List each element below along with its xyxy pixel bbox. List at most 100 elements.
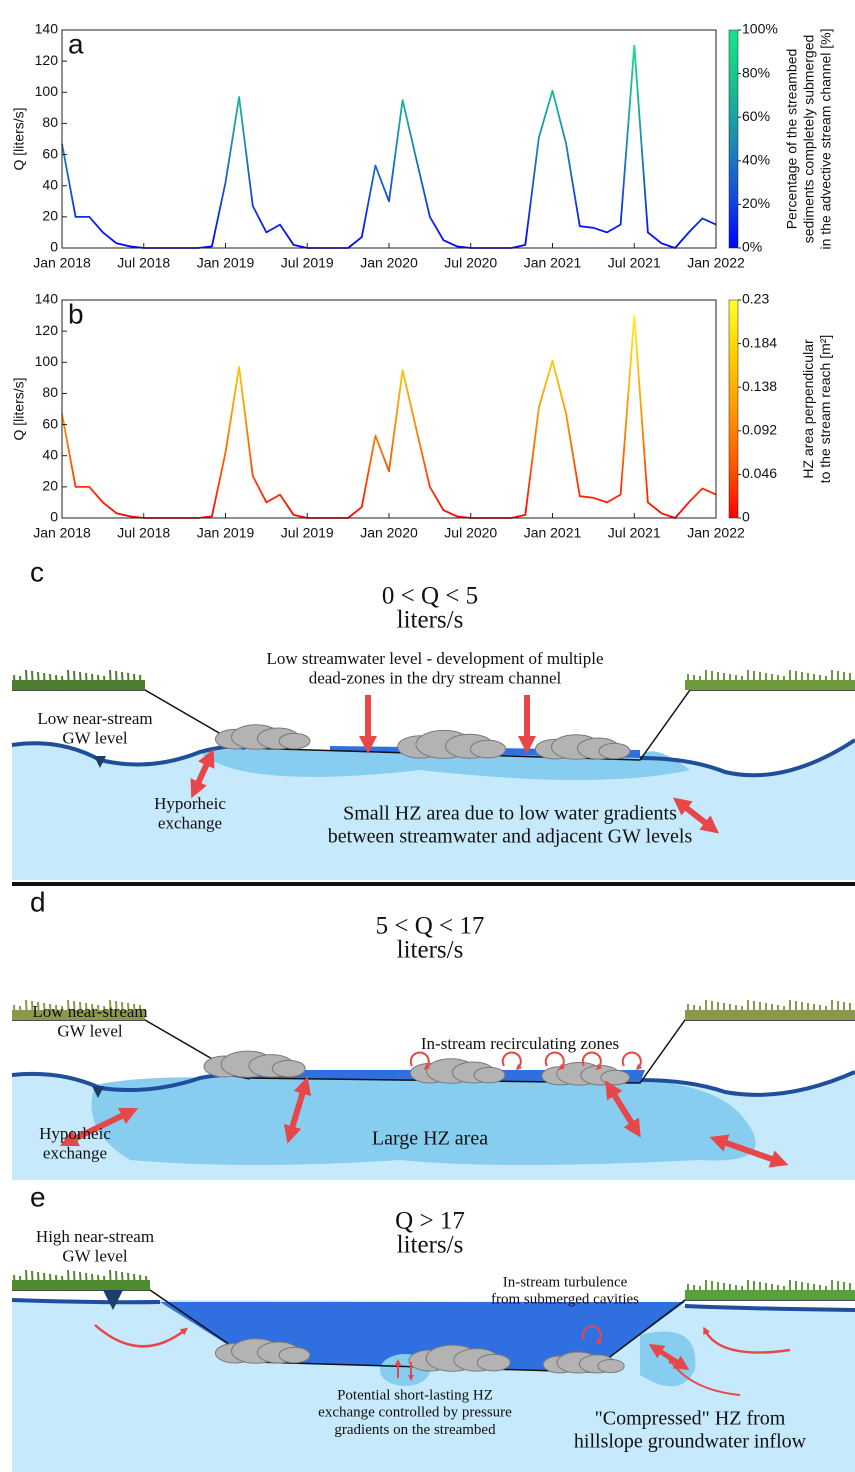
plot-frame xyxy=(61,299,717,519)
y-tick-label: 60 xyxy=(42,415,58,431)
y-tick-label: 140 xyxy=(35,291,59,307)
diagram-shape xyxy=(12,1010,145,1020)
diagram-shape xyxy=(94,1324,188,1348)
annotation: Low near-stream xyxy=(37,709,152,728)
diagram-shape xyxy=(31,670,34,691)
diagram-shape xyxy=(25,999,28,1021)
diagram-shape xyxy=(597,1358,625,1374)
diagram-shape xyxy=(476,1353,511,1372)
diagram-shape xyxy=(13,1004,16,1021)
annotation: Small HZ area due to low water gradients xyxy=(343,803,677,825)
y-tick-label: 100 xyxy=(35,83,59,99)
diagram-shape xyxy=(278,1346,311,1364)
diagram-shape xyxy=(59,1107,139,1147)
diagram-shape xyxy=(67,1269,70,1291)
panel-title: 5 < Q < 17 xyxy=(376,913,485,940)
x-tick-label: Jul 2019 xyxy=(281,525,334,541)
q-line xyxy=(61,44,717,249)
diagram-shape xyxy=(97,674,100,691)
q-line xyxy=(61,314,717,519)
diagram-shape xyxy=(598,742,631,760)
diagram-shape xyxy=(581,1051,603,1071)
x-tick-label: Jan 2020 xyxy=(360,525,418,541)
diagram-shape xyxy=(600,1069,631,1086)
x-tick-label: Jul 2019 xyxy=(281,255,334,271)
annotation: In-stream recirculating zones xyxy=(421,1034,619,1053)
colorbar-tick-label: 0 xyxy=(742,509,750,525)
panel-title: liters/s xyxy=(397,937,464,964)
diagram-shape xyxy=(409,1051,431,1071)
panel-title: liters/s xyxy=(397,607,464,634)
diagram-shape xyxy=(685,680,855,690)
diagram-shape xyxy=(73,1270,76,1291)
diagram-shape xyxy=(133,1273,136,1291)
diagram-shape xyxy=(25,1269,28,1291)
annotation: from submerged cavities xyxy=(491,1292,639,1308)
diagram-shape xyxy=(37,671,40,691)
colorbar-label: HZ area perpendicular xyxy=(800,339,816,479)
annotation: In-stream turbulence xyxy=(503,1274,628,1290)
diagram-shape xyxy=(31,1000,34,1021)
diagram-shape xyxy=(12,680,145,690)
diagram-shape xyxy=(139,674,142,691)
diagram-shape xyxy=(139,1004,142,1021)
diagram-shape xyxy=(37,1271,40,1291)
annotation: gradients on the streambed xyxy=(334,1422,496,1438)
diagram-shape xyxy=(91,673,94,691)
y-tick-label: 20 xyxy=(42,208,58,224)
diagram-shape xyxy=(73,1000,76,1021)
x-tick-label: Jan 2021 xyxy=(524,255,582,271)
diagram-shape xyxy=(97,1274,100,1291)
diagram-shape xyxy=(139,1274,142,1291)
diagram-shape xyxy=(31,1270,34,1291)
x-tick-label: Jul 2018 xyxy=(117,525,170,541)
diagram-shape xyxy=(685,1010,855,1020)
panel-label: b xyxy=(68,298,84,329)
annotation: Potential short-lasting HZ xyxy=(337,1387,493,1403)
diagram-shape xyxy=(43,1272,46,1291)
x-tick-label: Jan 2018 xyxy=(33,525,91,541)
x-tick-label: Jul 2020 xyxy=(444,255,497,271)
colorbar-label: Percentage of the streambed xyxy=(784,49,800,230)
colorbar-label: to the stream reach [m²] xyxy=(817,335,833,484)
diagram-shape xyxy=(55,1274,58,1291)
panel-label: e xyxy=(30,1181,46,1212)
panel-label: c xyxy=(30,556,44,587)
diagram-shape xyxy=(55,1004,58,1021)
diagram-shape xyxy=(49,1003,52,1021)
panel-title: Q > 17 xyxy=(395,1208,465,1235)
diagram-shape xyxy=(85,672,88,691)
diagram-shape xyxy=(121,1271,124,1291)
y-tick-label: 0 xyxy=(50,239,58,255)
colorbar-tick-label: 100% xyxy=(742,21,778,37)
colorbar xyxy=(728,299,739,519)
annotation: hillslope groundwater inflow xyxy=(574,1431,807,1453)
diagram-shape xyxy=(37,1001,40,1021)
annotation: dead-zones in the dry stream channel xyxy=(309,668,562,687)
annotation: GW level xyxy=(57,1021,123,1040)
diagram-shape xyxy=(605,1080,641,1138)
colorbar-tick-label: 40% xyxy=(742,152,770,168)
diagram-shape xyxy=(25,669,28,691)
diagram-shape xyxy=(43,1002,46,1021)
y-tick-label: 80 xyxy=(42,114,58,130)
annotation: exchange controlled by pressure xyxy=(318,1405,512,1421)
x-tick-label: Jan 2019 xyxy=(197,525,255,541)
diagram-shape xyxy=(49,673,52,691)
x-tick-label: Jan 2019 xyxy=(197,255,255,271)
diagram-shape xyxy=(109,669,112,691)
diagram-shape xyxy=(49,1273,52,1291)
diagram-shape xyxy=(200,748,690,780)
diagram-shape xyxy=(127,1272,130,1291)
annotation: Hyporheic xyxy=(39,1124,111,1143)
panel-label: d xyxy=(30,886,46,917)
diagram-shape xyxy=(94,756,106,768)
diagram-shape xyxy=(544,1051,566,1071)
annotation: GW level xyxy=(62,1246,128,1265)
diagram-shape xyxy=(85,1272,88,1291)
colorbar-tick-label: 60% xyxy=(742,108,770,124)
diagram-shape xyxy=(501,1051,523,1071)
diagram-shape xyxy=(85,1002,88,1021)
diagram-shape xyxy=(79,671,82,691)
